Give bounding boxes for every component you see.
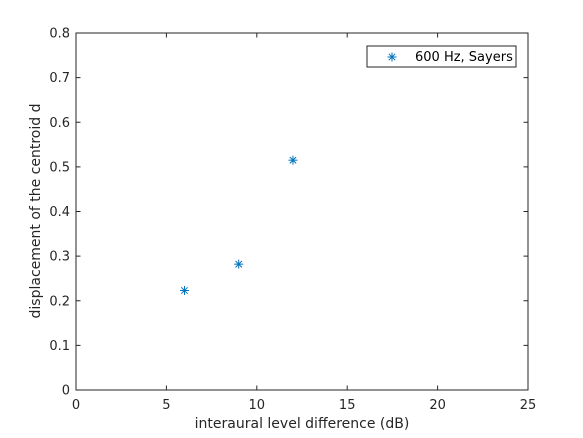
y-tick-label: 0.1 [49,339,70,354]
data-point [179,285,189,295]
data-point [234,259,244,269]
x-tick-label: 10 [249,398,266,413]
y-tick-label: 0 [62,384,70,399]
y-tick-label: 0.7 [49,71,70,86]
y-tick-label: 0.4 [49,205,70,220]
y-tick-label: 0.6 [49,116,70,131]
plot-area [76,33,528,390]
y-tick-label: 0.8 [49,27,70,42]
plot-frame [75,32,529,391]
legend-label-series-1: 600 Hz, Sayers [415,50,513,65]
x-tick-label: 25 [520,398,537,413]
y-tick-label: 0.5 [49,160,70,175]
legend: 600 Hz, Sayers [366,45,517,68]
data-points [179,155,298,295]
x-axis-label: interaural level difference (dB) [195,416,410,432]
x-tick-label: 15 [339,398,356,413]
legend-marker-asterisk-icon [387,52,397,62]
y-tick-label: 0.2 [49,294,70,309]
tick-labels: 0 5 10 15 20 25 0 0.1 0.2 0.3 0.4 0.5 0.6 0.7 0.8 [49,27,536,414]
data-point [288,155,298,165]
x-tick-label: 20 [429,398,446,413]
x-tick-label: 0 [72,398,80,413]
x-tick-label: 5 [162,398,170,413]
y-axis-label: displacement of the centroid d [28,104,44,319]
legend-box [366,45,517,68]
y-tick-label: 0.3 [49,250,70,265]
